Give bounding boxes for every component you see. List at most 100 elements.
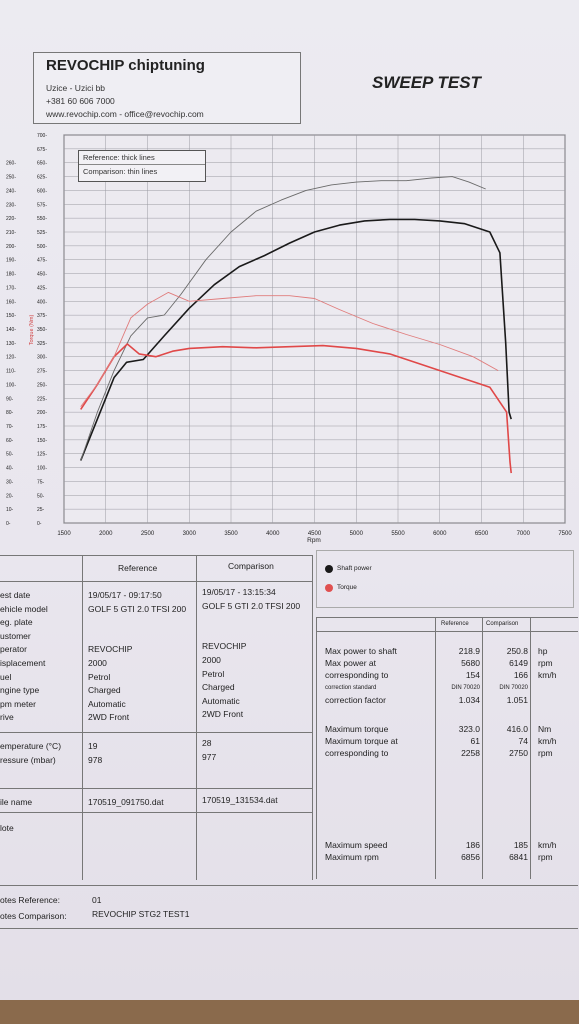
result-label: Maximum speed — [325, 840, 388, 850]
col-reference: Reference — [118, 563, 158, 573]
row-label: ustomer — [0, 630, 31, 641]
row-label: pm meter — [0, 698, 36, 709]
result-label: corresponding to — [325, 670, 389, 681]
row-ref-value: 19/05/17 - 09:17:50 — [88, 590, 162, 600]
torque-axis-label: Torque (Nm) — [29, 315, 35, 346]
row-label: ngine type — [0, 685, 40, 696]
result-label: Max power at — [325, 658, 377, 669]
comparison-shaft-power-line — [80, 176, 486, 461]
file-cmp: 170519_131534.dat — [202, 795, 278, 805]
power-tick-label: 210- — [6, 230, 16, 236]
result-cmp-value: 74 — [518, 736, 528, 747]
notes-ref-label: otes Reference: — [0, 895, 61, 905]
rcol-reference: Reference — [441, 621, 469, 627]
torque-key-label: Torque — [337, 584, 357, 591]
result-label: corresponding to — [325, 748, 389, 759]
torque-tick-label: 25- — [37, 507, 45, 513]
result-ref-value: 61 — [470, 736, 480, 747]
torque-tick-label: 550- — [37, 216, 47, 222]
result-cmp-value: 185 — [513, 840, 528, 850]
result-unit: hp — [538, 646, 548, 656]
power-tick-label: 60- — [6, 438, 14, 444]
note-label: lote — [0, 823, 14, 833]
power-tick-label: 250- — [6, 175, 16, 181]
test-title: SWEEP TEST — [372, 73, 481, 92]
dyno-chart: 1500 2000 2500 3000 3500 4000 4500 5000 5500 6000… — [6, 133, 572, 544]
env-label: emperature (°C) — [0, 741, 62, 751]
torque-tick-label: 125- — [37, 452, 47, 458]
result-label: Max power to shaft — [325, 646, 397, 656]
result-label: Maximum torque at — [325, 736, 398, 747]
result-unit: km/h — [538, 736, 557, 747]
torque-tick-label: 375- — [37, 313, 47, 319]
row-ref-value: GOLF 5 GTI 2.0 TFSI 200 — [88, 603, 187, 614]
x-tick-label: 2500 — [141, 531, 155, 537]
company-phone: +381 60 606 7000 — [46, 96, 115, 106]
torque-tick-label: 400- — [37, 299, 47, 305]
torque-tick-label: 700- — [37, 133, 47, 139]
torque-tick-label: 225- — [37, 396, 47, 402]
company-header: REVOCHIP chiptuning Uzice - Uzici bb +38… — [33, 52, 301, 124]
legend-comparison: Comparison: thin lines — [79, 164, 205, 178]
x-axis-label: Rpm — [307, 537, 321, 544]
torque-tick-label: 0- — [37, 521, 42, 527]
row-cmp-value: Petrol — [202, 668, 225, 679]
row-ref-value: Petrol — [88, 671, 111, 682]
torque-tick-label: 275- — [37, 369, 47, 375]
power-tick-label: 150- — [6, 313, 16, 319]
torque-tick-label: 350- — [37, 327, 47, 333]
env-ref-value: 978 — [88, 754, 103, 765]
chart-legend: Reference: thick lines Comparison: thin … — [78, 150, 206, 182]
x-tick-label: 3500 — [224, 531, 238, 537]
x-tick-label: 6500 — [475, 531, 489, 537]
row-label: perator — [0, 644, 27, 655]
power-tick-label: 230- — [6, 202, 16, 208]
result-label: Maximum rpm — [325, 852, 379, 863]
row-ref-value: Charged — [88, 685, 121, 696]
result-cmp-value: 1.051 — [506, 694, 528, 705]
torque-tick-label: 625- — [37, 175, 47, 181]
power-key-label: Shaft power — [337, 565, 372, 572]
power-tick-label: 190- — [6, 258, 16, 264]
row-label: uel — [0, 671, 12, 682]
row-cmp-value: Charged — [202, 682, 235, 693]
row-ref-value: Automatic — [88, 698, 126, 709]
power-tick-label: 0- — [6, 521, 11, 527]
power-tick-label: 10- — [6, 507, 14, 513]
x-tick-label: 7000 — [517, 531, 531, 537]
result-unit: km/h — [538, 840, 557, 850]
power-tick-label: 200- — [6, 244, 16, 250]
result-unit: rpm — [538, 658, 553, 669]
notes-ref-value: 01 — [92, 895, 102, 905]
result-ref-value: 186 — [465, 840, 480, 850]
power-tick-label: 80- — [6, 410, 14, 416]
power-tick-label: 260- — [6, 161, 16, 167]
torque-tick-label: 50- — [37, 493, 45, 499]
dyno-sheet: REVOCHIP chiptuning Uzice - Uzici bb +38… — [0, 0, 579, 1000]
torque-tick-label: 475- — [37, 258, 47, 264]
result-ref-value: 2258 — [461, 748, 480, 759]
torque-tick-label: 100- — [37, 466, 47, 472]
result-ref-value: 323.0 — [458, 724, 480, 734]
result-cmp-value: 2750 — [509, 748, 528, 759]
power-tick-label: 120- — [6, 355, 16, 361]
result-cmp-value: 416.0 — [506, 724, 528, 734]
power-tick-label: 130- — [6, 341, 16, 347]
rcol-comparison: Comparison — [486, 621, 519, 627]
x-tick-label: 4000 — [266, 531, 280, 537]
torque-tick-label: 600- — [37, 188, 47, 194]
result-ref-value: 218.9 — [458, 646, 480, 656]
row-cmp-value: 19/05/17 - 13:15:34 — [202, 587, 276, 597]
reference-torque-line — [80, 343, 512, 474]
power-tick-label: 30- — [6, 479, 14, 485]
row-cmp-value: GOLF 5 GTI 2.0 TFSI 200 — [202, 600, 301, 611]
result-cmp-value: 6149 — [509, 658, 528, 669]
row-cmp-value: Automatic — [202, 695, 240, 706]
row-cmp-value: REVOCHIP — [202, 641, 247, 652]
power-tick-label: 70- — [6, 424, 14, 430]
torque-tick-label: 675- — [37, 147, 47, 153]
torque-tick-label: 525- — [37, 230, 47, 236]
x-tick-label: 4500 — [308, 531, 322, 537]
notes-cmp-value: REVOCHIP STG2 TEST1 — [92, 909, 190, 919]
torque-tick-label: 150- — [37, 438, 47, 444]
